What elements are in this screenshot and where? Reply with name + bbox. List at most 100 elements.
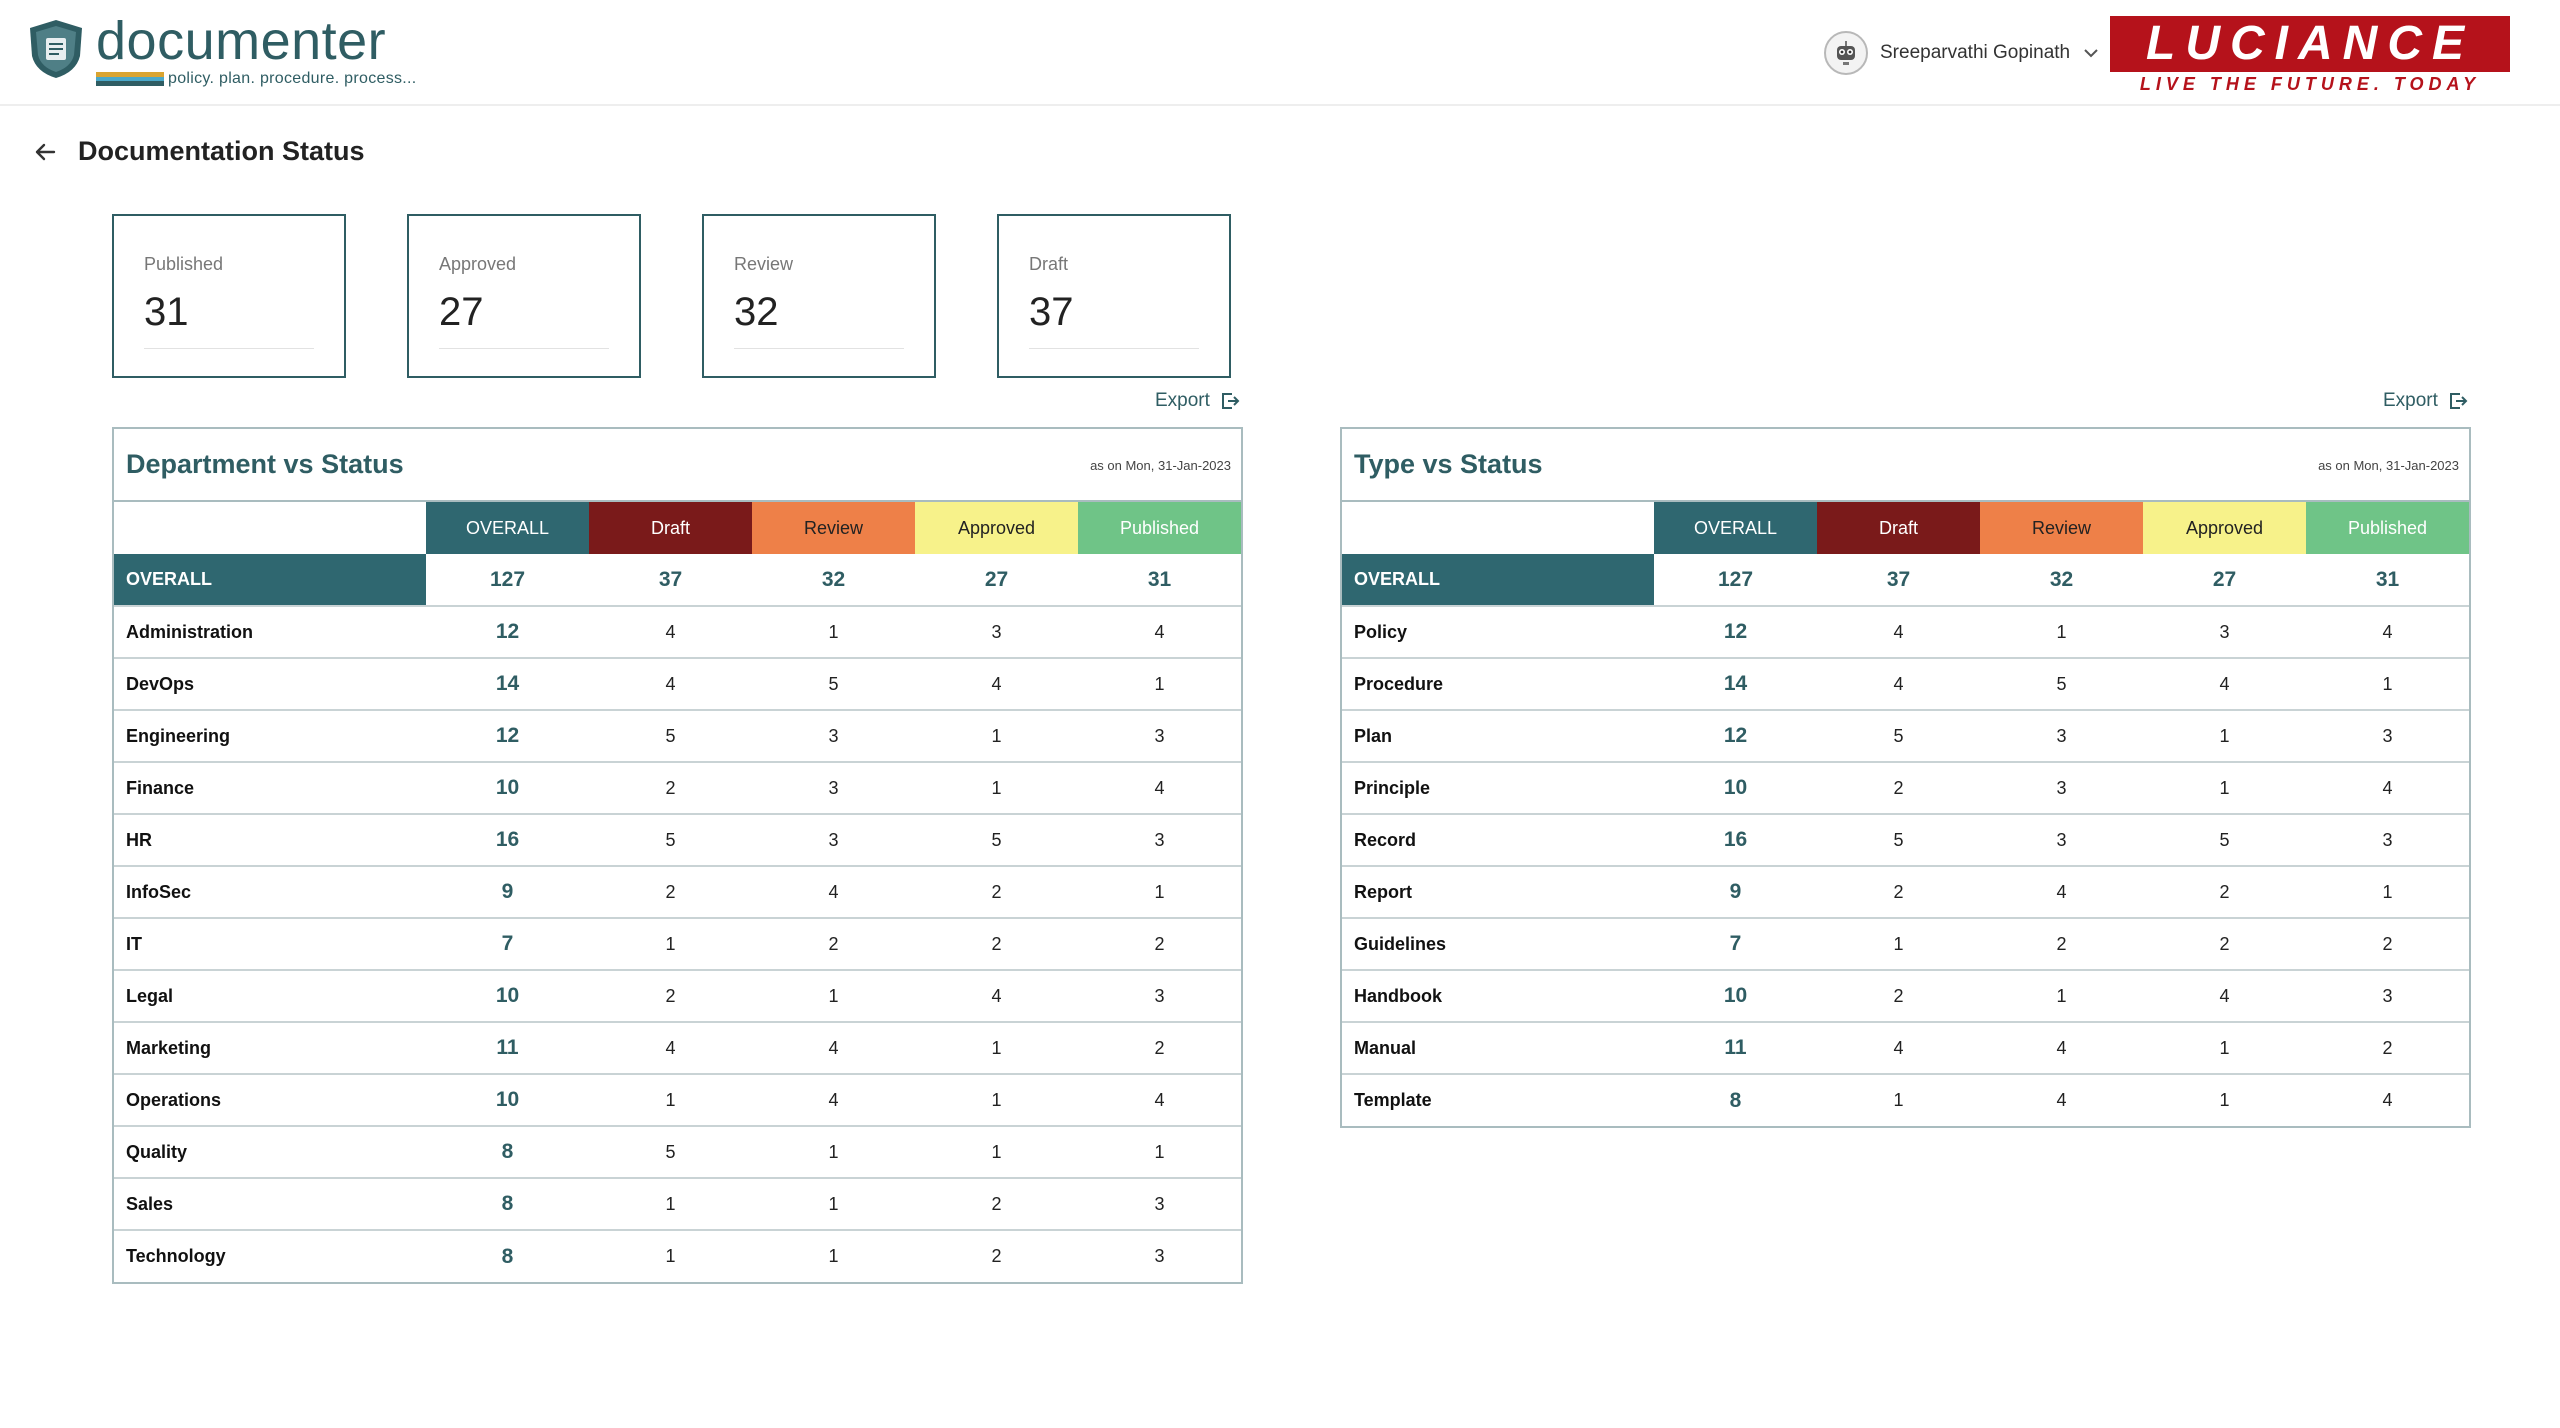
cell-published[interactable]: 1 — [1078, 1126, 1241, 1179]
cell-approved[interactable]: 5 — [915, 814, 1078, 867]
cell-published[interactable]: 3 — [1154, 1246, 1165, 1266]
cell-review[interactable]: 3 — [752, 762, 915, 815]
cell-published[interactable]: 2 — [1078, 918, 1241, 971]
table-row[interactable]: Operations 10 1 4 1 4 — [114, 1074, 1241, 1127]
cell-overall[interactable]: 16 — [426, 814, 589, 867]
cell-approved[interactable]: 2 — [915, 918, 1078, 971]
cell-approved[interactable]: 4 — [915, 970, 1078, 1023]
cell-review[interactable]: 4 — [2056, 1090, 2067, 1110]
table-row[interactable]: Handbook 10 2 1 4 3 — [1342, 970, 2469, 1023]
export-department-button[interactable]: Export — [1155, 390, 1240, 412]
cell-draft[interactable]: 5 — [589, 1126, 752, 1179]
cell-overall[interactable]: 12 — [1654, 710, 1817, 763]
cell-approved[interactable]: 1 — [915, 1126, 1078, 1179]
header-approved[interactable]: Approved — [915, 502, 1078, 554]
app-logo[interactable]: documenter policy. plan. procedure. proc… — [26, 14, 417, 88]
header-published[interactable]: Published — [1078, 502, 1241, 554]
cell-published[interactable]: 3 — [1078, 970, 1241, 1023]
table-row[interactable]: InfoSec 9 2 4 2 1 — [114, 866, 1241, 919]
cell-overall[interactable]: 127 — [426, 554, 589, 607]
stat-card-review[interactable]: Review 32 — [702, 214, 936, 378]
cell-published[interactable]: 4 — [1078, 606, 1241, 659]
cell-approved[interactable]: 2 — [991, 1246, 1002, 1266]
cell-approved[interactable]: 2 — [915, 866, 1078, 919]
cell-approved[interactable]: 4 — [2143, 658, 2306, 711]
header-published[interactable]: Published — [2306, 502, 2469, 554]
cell-overall[interactable]: 127 — [1654, 554, 1817, 607]
table-row[interactable]: Legal 10 2 1 4 3 — [114, 970, 1241, 1023]
cell-review[interactable]: 2 — [1980, 918, 2143, 971]
cell-overall[interactable]: 10 — [426, 762, 589, 815]
cell-approved[interactable]: 2 — [915, 1178, 1078, 1231]
table-overall-row[interactable]: OVERALL 127 37 32 27 31 — [1342, 554, 2469, 607]
cell-overall[interactable]: 7 — [426, 918, 589, 971]
cell-approved[interactable]: 1 — [2219, 1090, 2230, 1110]
cell-published[interactable]: 2 — [2306, 1022, 2469, 1075]
table-row[interactable]: Procedure 14 4 5 4 1 — [1342, 658, 2469, 711]
cell-draft[interactable]: 2 — [1817, 866, 1980, 919]
export-type-button[interactable]: Export — [2383, 390, 2468, 412]
cell-published[interactable]: 4 — [1078, 1074, 1241, 1127]
header-draft[interactable]: Draft — [1817, 502, 1980, 554]
table-row[interactable]: HR 16 5 3 5 3 — [114, 814, 1241, 867]
header-overall[interactable]: OVERALL — [426, 502, 589, 554]
cell-overall[interactable]: 8 — [501, 1244, 514, 1268]
user-menu[interactable]: Sreeparvathi Gopinath — [1824, 30, 2100, 76]
cell-draft[interactable]: 1 — [1817, 918, 1980, 971]
cell-published[interactable]: 31 — [1078, 554, 1241, 607]
cell-draft[interactable]: 2 — [589, 970, 752, 1023]
cell-draft[interactable]: 2 — [1817, 970, 1980, 1023]
table-row[interactable]: Finance 10 2 3 1 4 — [114, 762, 1241, 815]
cell-review[interactable]: 3 — [1980, 710, 2143, 763]
cell-approved[interactable]: 3 — [915, 606, 1078, 659]
table-row[interactable]: Administration 12 4 1 3 4 — [114, 606, 1241, 659]
cell-published[interactable]: 3 — [1078, 814, 1241, 867]
cell-review[interactable]: 5 — [1980, 658, 2143, 711]
cell-draft[interactable]: 1 — [589, 1074, 752, 1127]
cell-published[interactable]: 31 — [2306, 554, 2469, 607]
cell-review[interactable]: 32 — [752, 554, 915, 607]
cell-overall[interactable]: 8 — [1729, 1088, 1742, 1112]
cell-review[interactable]: 1 — [1980, 970, 2143, 1023]
cell-draft[interactable]: 2 — [1817, 762, 1980, 815]
cell-draft[interactable]: 37 — [1817, 554, 1980, 607]
cell-published[interactable]: 2 — [1078, 1022, 1241, 1075]
cell-review[interactable]: 4 — [752, 866, 915, 919]
table-row[interactable]: Engineering 12 5 3 1 3 — [114, 710, 1241, 763]
cell-approved[interactable]: 1 — [915, 1074, 1078, 1127]
cell-review[interactable]: 3 — [752, 710, 915, 763]
cell-overall[interactable]: 9 — [426, 866, 589, 919]
cell-draft[interactable]: 1 — [665, 1246, 676, 1266]
cell-draft[interactable]: 4 — [1817, 658, 1980, 711]
cell-review[interactable]: 1 — [752, 1126, 915, 1179]
cell-overall[interactable]: 12 — [426, 710, 589, 763]
cell-approved[interactable]: 27 — [2143, 554, 2306, 607]
cell-approved[interactable]: 5 — [2143, 814, 2306, 867]
cell-review[interactable]: 1 — [752, 606, 915, 659]
table-row[interactable]: Policy 12 4 1 3 4 — [1342, 606, 2469, 659]
cell-draft[interactable]: 4 — [1817, 1022, 1980, 1075]
cell-approved[interactable]: 27 — [915, 554, 1078, 607]
cell-review[interactable]: 3 — [1980, 814, 2143, 867]
stat-card-draft[interactable]: Draft 37 — [997, 214, 1231, 378]
cell-published[interactable]: 1 — [2306, 866, 2469, 919]
cell-approved[interactable]: 1 — [2143, 1022, 2306, 1075]
cell-review[interactable]: 4 — [752, 1074, 915, 1127]
cell-approved[interactable]: 1 — [2143, 762, 2306, 815]
cell-draft[interactable]: 1 — [589, 1178, 752, 1231]
cell-review[interactable]: 1 — [1980, 606, 2143, 659]
cell-review[interactable]: 1 — [752, 970, 915, 1023]
cell-published[interactable]: 3 — [2306, 710, 2469, 763]
cell-published[interactable]: 3 — [1078, 1178, 1241, 1231]
cell-review[interactable]: 1 — [752, 1178, 915, 1231]
cell-published[interactable]: 4 — [2306, 606, 2469, 659]
cell-draft[interactable]: 1 — [589, 918, 752, 971]
cell-overall[interactable]: 12 — [426, 606, 589, 659]
user-name[interactable]: Sreeparvathi Gopinath — [1880, 42, 2071, 63]
cell-published[interactable]: 2 — [2306, 918, 2469, 971]
cell-published[interactable]: 3 — [2306, 970, 2469, 1023]
header-draft[interactable]: Draft — [589, 502, 752, 554]
cell-approved[interactable]: 1 — [915, 710, 1078, 763]
cell-overall[interactable]: 10 — [1654, 762, 1817, 815]
cell-draft[interactable]: 5 — [1817, 710, 1980, 763]
